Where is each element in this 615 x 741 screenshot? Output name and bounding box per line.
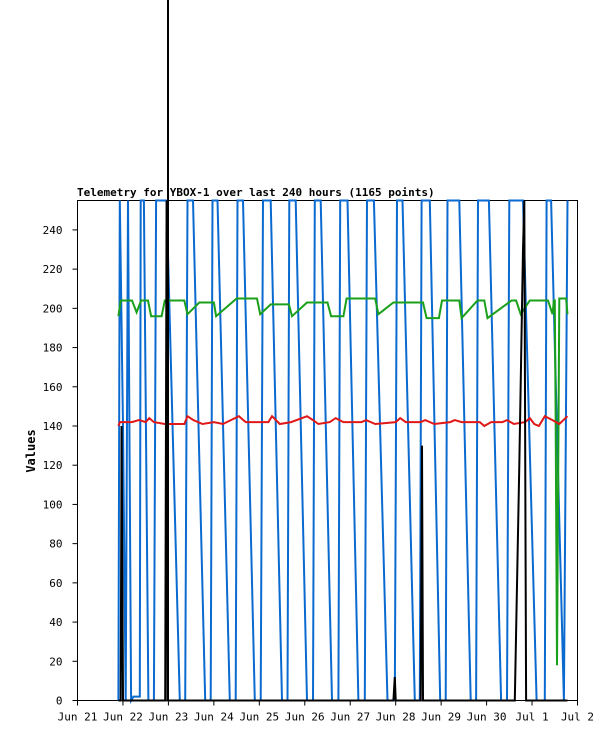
y-tick-label: 0 (56, 695, 63, 708)
plot-area (77, 199, 578, 705)
x-tick-label: Jun 29 (421, 711, 461, 724)
y-tick-label: 40 (49, 616, 62, 629)
y-tick-label: 160 (43, 381, 63, 394)
x-axis: Jun 21 Jun 22 Jun 23 Jun 24 Jun 25 Jun 26 Jun … (58, 700, 594, 724)
series-line-1 (117, 199, 569, 705)
y-axis-label: Values (24, 429, 38, 472)
y-tick-label: 220 (43, 263, 63, 276)
y-tick-label: 200 (43, 302, 63, 315)
series-line-3 (117, 414, 569, 428)
y-tick-label: 240 (43, 224, 63, 237)
y-tick-label: 20 (49, 655, 62, 668)
x-tick-label: Jun 22 (103, 711, 143, 724)
y-tick-label: 180 (43, 342, 63, 355)
x-tick-label: Jun 27 (330, 711, 370, 724)
x-tick-label: Jun 30 (467, 711, 507, 724)
x-tick-label: Jun 21 (58, 711, 98, 724)
x-tick-label: Jul 1 (515, 711, 548, 724)
y-tick-label: 60 (49, 577, 62, 590)
series-layer (117, 199, 569, 705)
y-axis: 0 20 40 60 80 100 120 140 160 180 200 220 240 (43, 224, 78, 708)
y-tick-label: 140 (43, 420, 63, 433)
x-tick-label: Jun 28 (376, 711, 416, 724)
series-line-4 (118, 200, 568, 702)
x-tick-label: Jun 25 (239, 711, 279, 724)
y-tick-label: 80 (49, 538, 62, 551)
y-tick-label: 100 (43, 498, 63, 511)
chart-title: Telemetry for YBOX-1 over last 240 hours… (77, 186, 435, 199)
series-line-2 (117, 297, 569, 666)
x-tick-label: Jun 26 (285, 711, 325, 724)
x-tick-label: Jun 23 (149, 711, 189, 724)
plot-frame (77, 200, 578, 701)
x-tick-label: Jun 24 (194, 711, 234, 724)
x-tick-label: Jul 2 (561, 711, 594, 724)
y-tick-label: 120 (43, 459, 63, 472)
